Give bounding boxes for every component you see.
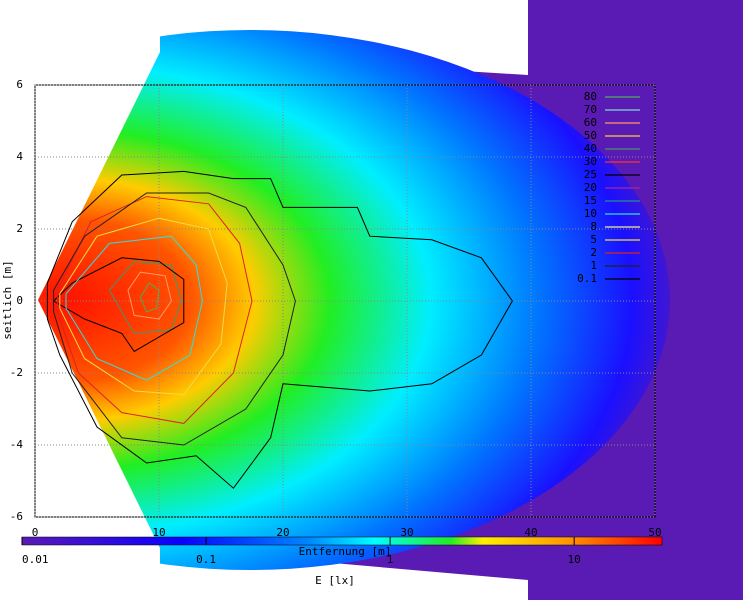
contour-line	[139, 282, 160, 313]
y-tick-label: 2	[16, 222, 23, 235]
legend-label: 20	[584, 181, 597, 194]
legend-label: 8	[590, 220, 597, 233]
legend-label: 15	[584, 194, 597, 207]
x-axis-label: Entfernung [m]	[299, 545, 392, 558]
y-axis-label: seitlich [m]	[1, 260, 14, 339]
legend-label: 5	[590, 233, 597, 246]
contour-line	[53, 257, 185, 353]
contour-line	[65, 235, 203, 381]
y-tick-label: 6	[16, 78, 23, 91]
legend-label: 25	[584, 168, 597, 181]
colorbar-tick-label: 0.01	[22, 553, 49, 566]
heat-field	[0, 30, 670, 570]
x-tick-label: 50	[648, 526, 661, 539]
legend-label: 50	[584, 129, 597, 142]
heat-mask	[0, 0, 160, 600]
legend-label: 30	[584, 155, 597, 168]
legend-label: 0.1	[577, 272, 597, 285]
colorbar-label: E [lx]	[315, 574, 355, 587]
contour-line	[127, 271, 172, 320]
contour-line	[56, 196, 253, 424]
contour-line	[46, 170, 513, 489]
legend-label: 1	[590, 259, 597, 272]
colorbar-tick-label: 0.1	[196, 553, 216, 566]
x-tick-label: 20	[276, 526, 289, 539]
y-tick-label: -2	[10, 366, 23, 379]
x-tick-label: 0	[32, 526, 39, 539]
legend-label: 10	[584, 207, 597, 220]
colorbar-tick-label: 1	[387, 553, 394, 566]
contour-line	[53, 192, 296, 446]
x-tick-label: 40	[524, 526, 537, 539]
y-tick-label: -6	[10, 510, 23, 523]
y-tick-label: -4	[10, 438, 24, 451]
colorbar-tick-label: 10	[568, 553, 581, 566]
contour-line	[108, 260, 182, 334]
x-tick-label: 10	[152, 526, 165, 539]
colorbar	[21, 536, 663, 546]
legend-label: 70	[584, 103, 597, 116]
legend-label: 60	[584, 116, 597, 129]
contour-line	[59, 217, 228, 396]
legend-label: 80	[584, 90, 597, 103]
y-tick-label: 0	[16, 294, 23, 307]
legend-label: 2	[590, 246, 597, 259]
x-tick-label: 30	[400, 526, 413, 539]
y-tick-label: 4	[16, 150, 23, 163]
legend-label: 40	[584, 142, 597, 155]
